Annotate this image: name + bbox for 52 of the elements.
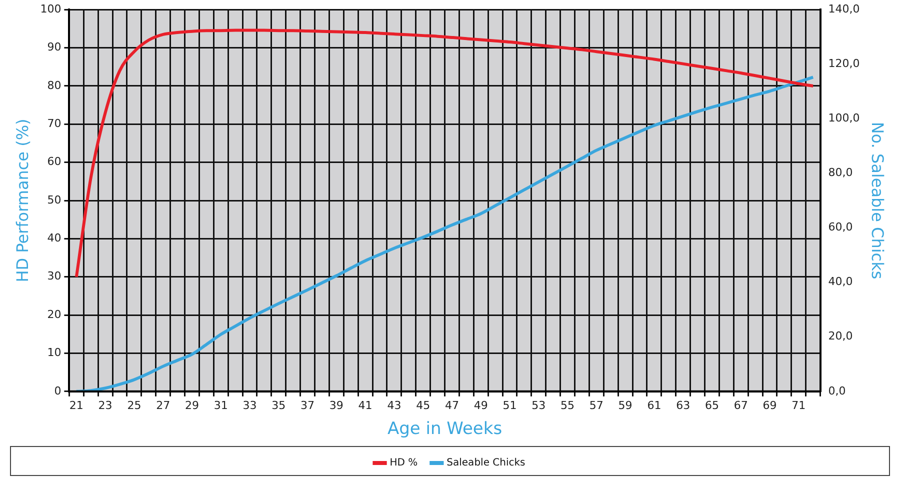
- x-tick-label: 35: [272, 398, 286, 412]
- x-tick-label: 47: [444, 398, 459, 412]
- y-tick-label: 80: [47, 78, 62, 92]
- x-tick-label: 29: [184, 398, 199, 412]
- x-tick-label: 31: [214, 398, 228, 412]
- x-tick-label: 43: [387, 398, 402, 412]
- y-tick-label: 90: [47, 40, 62, 54]
- line-series: [74, 28, 815, 278]
- x-tick-label: 25: [127, 398, 142, 412]
- y2-tick-label: 60,0: [828, 220, 853, 234]
- y-tick-label: 0: [54, 384, 62, 398]
- y-tick-label: 50: [47, 193, 62, 206]
- x-tick-label: 53: [532, 398, 546, 412]
- y2-axis-title: No. Saleable Chicks: [868, 122, 888, 280]
- y2-tick-label: 0,0: [828, 384, 846, 398]
- x-tick-label: 49: [474, 398, 488, 412]
- y-tick-label: 70: [47, 117, 62, 130]
- y2-tick-label: 100,0: [828, 112, 860, 125]
- x-tick-label: 71: [792, 398, 806, 412]
- line-series: [74, 76, 815, 392]
- x-tick-label: 37: [300, 398, 315, 412]
- x-tick-label: 39: [329, 398, 344, 412]
- x-tick-label: 23: [98, 398, 112, 412]
- x-tick-label: 67: [734, 398, 748, 412]
- y-tick-label: 100: [40, 2, 62, 16]
- legend-label: HD %: [390, 458, 418, 469]
- y-tick-label: 60: [47, 155, 62, 168]
- x-tick-label: 59: [618, 398, 632, 412]
- x-tick-label: 55: [560, 398, 575, 412]
- y-tick-label: 30: [47, 270, 62, 283]
- y2-tick-label: 140,0: [828, 2, 860, 16]
- x-tick-label: 51: [502, 398, 517, 412]
- x-tick-label: 21: [69, 398, 84, 412]
- x-tick-label: 27: [156, 398, 170, 412]
- x-tick-label: 45: [416, 398, 430, 412]
- y-tick-label: 10: [47, 346, 62, 360]
- y2-tick-label: 40,0: [828, 275, 853, 288]
- x-tick-label: 57: [589, 398, 604, 412]
- y-axis-title: HD Performance (%): [12, 118, 32, 282]
- x-tick-label: 65: [704, 398, 719, 412]
- y-tick-label: 20: [47, 308, 62, 321]
- legend-label: Saleable Chicks: [446, 458, 526, 469]
- y2-tick-label: 20,0: [828, 330, 853, 343]
- x-tick-label: 63: [676, 398, 690, 412]
- y2-tick-label: 120,0: [828, 57, 860, 70]
- x-axis-title: Age in Weeks: [387, 419, 502, 440]
- x-tick-label: 69: [762, 398, 777, 412]
- x-tick-label: 33: [242, 398, 257, 412]
- y2-tick-label: 80,0: [828, 166, 853, 180]
- x-tick-label: 61: [647, 398, 662, 412]
- x-tick-label: 41: [358, 398, 372, 412]
- y-tick-label: 40: [47, 232, 62, 245]
